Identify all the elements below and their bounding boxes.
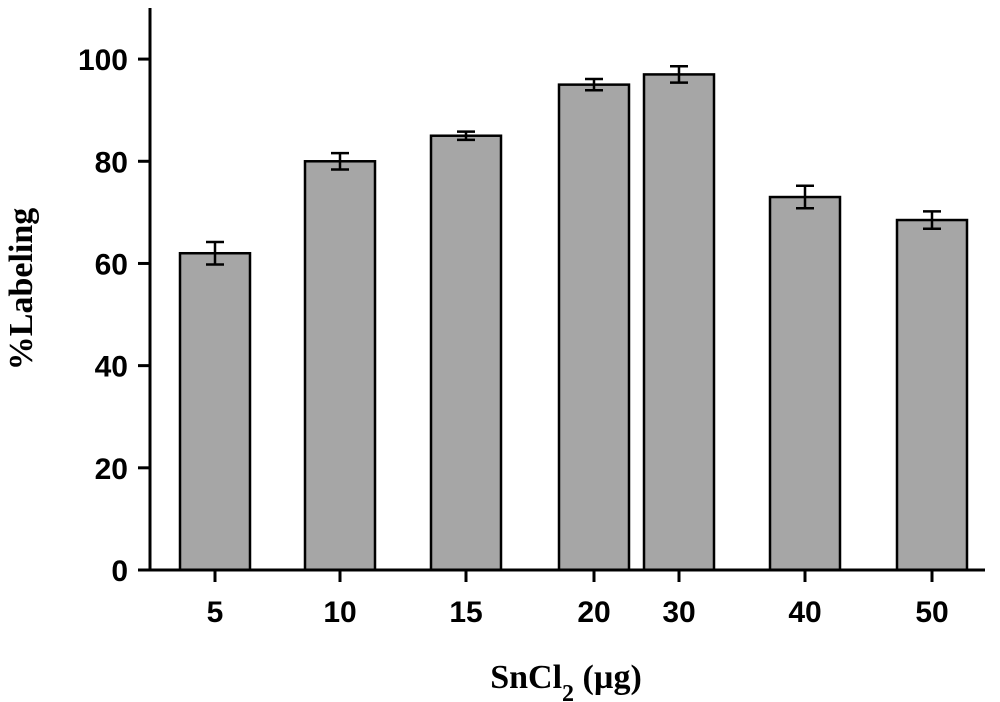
bar-10 xyxy=(303,160,377,572)
x-tick-label-40: 40 xyxy=(788,596,821,629)
x-axis-title: SnCl2 (µg) xyxy=(490,659,642,702)
error-bar-5 xyxy=(206,240,224,266)
y-axis-title: %Labeling xyxy=(3,208,40,370)
error-bar-50 xyxy=(923,210,941,230)
error-bar-30 xyxy=(670,64,688,84)
y-tick-label: 0 xyxy=(111,555,128,588)
x-axis-title-subscript: 2 xyxy=(562,681,574,702)
x-tick-label-50: 50 xyxy=(915,596,948,629)
x-tick-label-5: 5 xyxy=(207,596,224,629)
x-tick-label-10: 10 xyxy=(323,596,356,629)
y-tick-label: 80 xyxy=(95,146,128,179)
y-axis-ticks: 0 20 40 60 80 100 xyxy=(78,44,150,588)
bar-30 xyxy=(642,73,716,572)
y-tick-label: 100 xyxy=(78,44,128,77)
y-tick-label: 40 xyxy=(95,351,128,384)
error-bar-40 xyxy=(796,184,814,210)
bar-15 xyxy=(429,134,503,572)
bars-group xyxy=(178,73,969,572)
x-axis-title-unit: (µg) xyxy=(574,659,642,696)
x-tick-label-20: 20 xyxy=(577,596,610,629)
bar-40 xyxy=(768,195,842,572)
bar-20 xyxy=(557,83,631,572)
error-bar-15 xyxy=(457,130,475,142)
bar-5 xyxy=(178,251,252,572)
x-axis-ticks: 5 10 15 20 30 40 50 xyxy=(207,570,949,629)
y-tick-label: 60 xyxy=(95,248,128,281)
error-bar-20 xyxy=(585,77,603,92)
bar-50 xyxy=(895,218,969,572)
y-tick-label: 20 xyxy=(95,453,128,486)
error-bar-10 xyxy=(331,151,349,171)
x-tick-label-15: 15 xyxy=(449,596,482,629)
x-axis-title-main: SnCl xyxy=(490,659,562,696)
x-tick-label-30: 30 xyxy=(662,596,695,629)
error-bars-group xyxy=(206,64,941,266)
